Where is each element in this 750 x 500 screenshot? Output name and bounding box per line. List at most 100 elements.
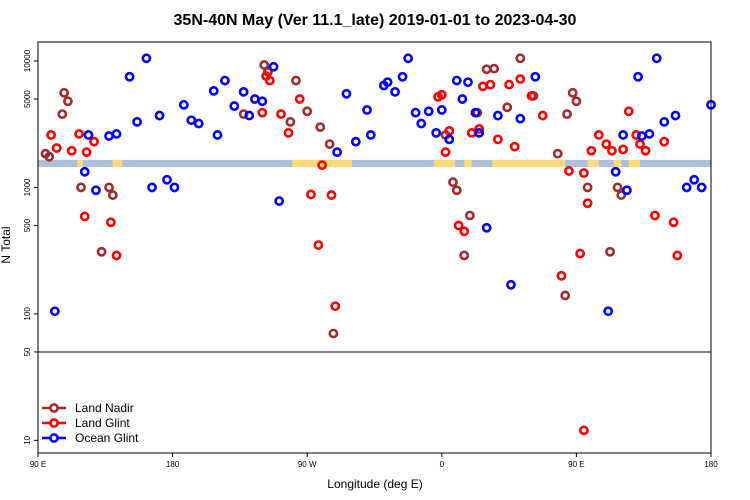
data-point [504, 79, 514, 90]
data-point [451, 185, 462, 196]
data-point [578, 425, 589, 436]
data-point [106, 217, 116, 228]
y-tick-label: 10000 [23, 49, 32, 72]
data-point [610, 166, 621, 177]
data-point [59, 87, 70, 98]
land-coverage-segment [292, 159, 353, 168]
data-point [46, 130, 56, 140]
legend-marker [49, 418, 59, 428]
data-point [459, 226, 470, 237]
legend-marker [49, 403, 59, 413]
data-point [390, 86, 400, 97]
land-coverage-segment [613, 159, 622, 168]
data-point [291, 75, 301, 86]
data-point [193, 118, 204, 129]
data-point [644, 129, 655, 139]
chart-title: 35N-40N May (Ver 11.1_late) 2019-01-01 t… [174, 12, 577, 29]
ocean-coverage-band [38, 159, 711, 168]
coverage-band [38, 159, 711, 168]
land-coverage-segment [628, 159, 640, 168]
data-point [556, 270, 567, 281]
data-point [169, 182, 180, 193]
land-coverage-segment [492, 159, 566, 168]
y-axis-label: N Total [0, 226, 13, 263]
data-point [423, 106, 434, 117]
data-point [515, 113, 526, 124]
data-point [621, 185, 632, 196]
y-tick-label: 50 [23, 347, 32, 356]
x-tick-label: 180 [704, 460, 718, 469]
data-point [341, 88, 352, 99]
data-point [564, 166, 574, 176]
data-point [306, 189, 316, 200]
data-point [650, 210, 660, 221]
data-point [635, 139, 645, 150]
data-point [481, 64, 492, 75]
data-point [259, 60, 270, 70]
data-point [451, 75, 462, 86]
data-point [448, 177, 458, 188]
data-point [567, 87, 578, 98]
data-point [526, 90, 537, 101]
data-point [607, 145, 617, 156]
x-tick-label: 90 E [30, 460, 46, 469]
data-point [40, 148, 51, 159]
data-point [474, 127, 485, 138]
x-tick-label: 90 W [298, 460, 317, 469]
data-point [668, 217, 679, 228]
data-point [530, 71, 541, 82]
data-point [478, 81, 488, 92]
data-point [431, 127, 442, 138]
data-point [562, 109, 572, 120]
data-point [365, 130, 376, 140]
data-point [631, 130, 642, 140]
data-point [268, 61, 279, 72]
data-point [107, 190, 118, 200]
data-point [49, 306, 60, 317]
data-point [238, 86, 249, 97]
data-point [276, 109, 286, 120]
data-point [444, 125, 455, 136]
data-point [302, 106, 313, 117]
data-point [481, 222, 492, 233]
land-coverage-segment [434, 159, 455, 168]
data-point [186, 115, 197, 126]
data-point [220, 75, 230, 86]
data-point [436, 89, 447, 100]
data-point [104, 182, 114, 193]
data-point [440, 147, 451, 158]
data-point [328, 328, 339, 339]
axes: 90 E 180 90 W 0 90 E 180 10 50 100 500 1000 5000 100… [23, 49, 718, 469]
data-point [283, 127, 294, 138]
data-point [515, 53, 526, 64]
data-point [651, 53, 662, 64]
plot-frame [37, 41, 712, 454]
data-point [463, 77, 473, 88]
data-point [515, 74, 526, 84]
data-point [229, 101, 240, 111]
data-point [444, 134, 455, 145]
data-point [582, 182, 593, 193]
data-point [410, 107, 421, 118]
legend-marker [49, 433, 59, 443]
data-point [362, 105, 372, 115]
data-point [257, 96, 268, 107]
data-point [178, 99, 189, 110]
data-point [294, 94, 305, 104]
data-point [603, 306, 614, 317]
data-point [696, 182, 707, 193]
data-point [537, 110, 548, 121]
data-point [89, 136, 99, 147]
data-point [285, 116, 296, 127]
data-point [681, 182, 692, 193]
data-point [124, 71, 135, 82]
data-point [492, 110, 503, 121]
legend-label: Ocean Glint [75, 431, 139, 445]
data-point [509, 141, 520, 152]
x-axis-label: Longitude (deg E) [327, 477, 422, 491]
data-point [416, 118, 427, 129]
data-point [659, 116, 670, 127]
data-point [96, 246, 107, 257]
